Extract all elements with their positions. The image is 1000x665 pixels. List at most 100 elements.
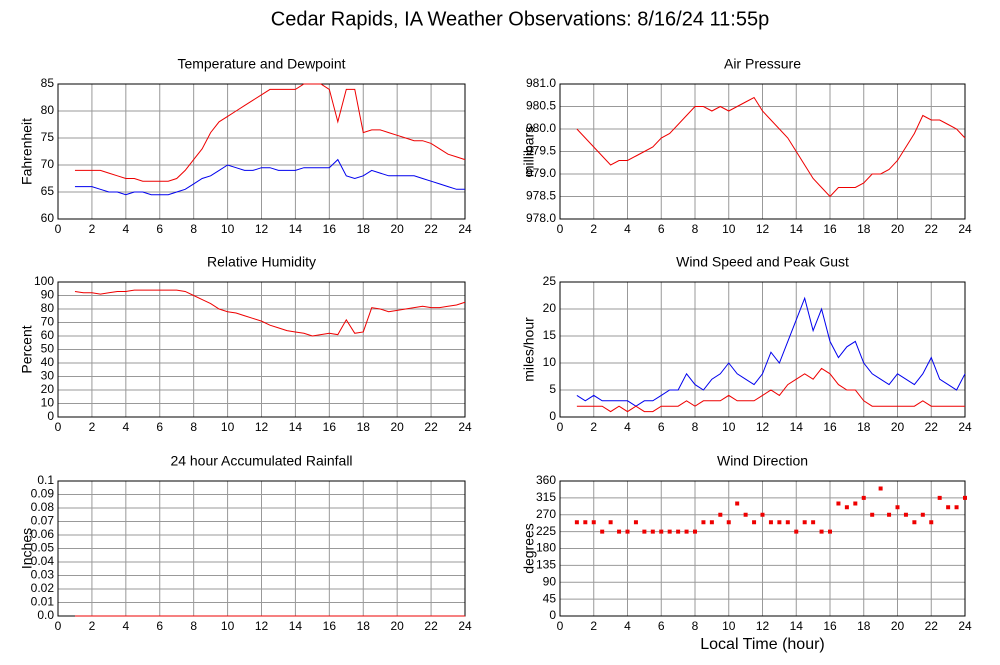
- panel-title: Air Pressure: [724, 56, 801, 72]
- y-tick-label: 0.1: [37, 473, 54, 487]
- x-tick-label: 22: [424, 420, 438, 434]
- x-tick-label: 18: [357, 420, 371, 434]
- y-tick-label: 75: [41, 130, 55, 144]
- x-tick-label: 0: [55, 420, 62, 434]
- data-point: [752, 520, 757, 525]
- plot-frame: [559, 83, 966, 220]
- data-point: [726, 520, 731, 525]
- data-point: [878, 486, 883, 491]
- x-tick-label: 16: [823, 420, 837, 434]
- x-tick-label: 16: [823, 619, 837, 633]
- data-point: [735, 501, 740, 506]
- x-tick-label: 4: [122, 619, 129, 633]
- data-point: [701, 520, 706, 525]
- y-tick-label: 180: [536, 541, 556, 555]
- data-line: [74, 83, 466, 182]
- x-tick-label: 6: [156, 222, 163, 236]
- y-tick-label: 981.0: [526, 76, 556, 90]
- data-point: [709, 520, 714, 525]
- data-point: [912, 520, 917, 525]
- x-tick-label: 12: [255, 619, 269, 633]
- data-point: [844, 505, 849, 510]
- x-tick-label: 8: [190, 619, 197, 633]
- x-tick-label: 20: [891, 619, 905, 633]
- y-axis-label: Percent: [19, 325, 35, 373]
- x-tick-label: 14: [289, 222, 303, 236]
- x-tick-label: 20: [891, 420, 905, 434]
- x-tick-label: 24: [958, 619, 972, 633]
- data-line: [74, 289, 466, 337]
- y-tick-label: 315: [536, 490, 556, 504]
- x-tick-label: 10: [221, 222, 235, 236]
- data-point: [828, 529, 832, 534]
- data-point: [583, 520, 588, 525]
- x-tick-label: 22: [925, 420, 939, 434]
- data-point: [650, 529, 655, 534]
- data-point: [574, 520, 579, 525]
- y-tick-label: 90: [41, 288, 55, 302]
- x-tick-label: 6: [156, 420, 163, 434]
- x-axis-label: Local Time (hour): [700, 636, 825, 653]
- data-point: [659, 529, 664, 534]
- data-point: [954, 505, 959, 510]
- data-point: [591, 520, 596, 525]
- plot-frame: [559, 480, 966, 617]
- data-point: [676, 529, 681, 534]
- x-tick-label: 10: [221, 619, 235, 633]
- y-tick-label: 0.03: [31, 568, 55, 582]
- y-tick-label: 0.04: [31, 554, 55, 568]
- x-tick-label: 16: [323, 222, 337, 236]
- x-tick-label: 20: [390, 619, 404, 633]
- plot-frame: [57, 281, 466, 418]
- x-tick-label: 4: [624, 420, 631, 434]
- y-tick-label: 0.06: [31, 527, 55, 541]
- x-tick-label: 18: [857, 420, 871, 434]
- x-tick-label: 6: [156, 619, 163, 633]
- x-tick-label: 22: [925, 222, 939, 236]
- x-tick-label: 8: [692, 222, 699, 236]
- y-axis-label: miles/hour: [521, 317, 537, 382]
- panel-title: Wind Speed and Peak Gust: [676, 254, 849, 270]
- data-point: [718, 512, 723, 517]
- y-tick-label: 40: [41, 355, 55, 369]
- data-point: [811, 520, 816, 525]
- y-tick-label: 80: [41, 301, 55, 315]
- y-tick-label: 20: [543, 301, 557, 315]
- y-tick-label: 90: [543, 574, 557, 588]
- x-tick-label: 12: [756, 619, 770, 633]
- x-tick-label: 24: [458, 619, 472, 633]
- y-tick-label: 980.5: [526, 99, 556, 113]
- y-axis-label: Fahrenheit: [19, 118, 35, 185]
- y-tick-label: 65: [41, 184, 55, 198]
- data-point: [887, 512, 892, 517]
- data-point: [760, 512, 765, 517]
- data-point: [684, 529, 689, 534]
- x-tick-label: 8: [190, 420, 197, 434]
- x-tick-label: 24: [958, 420, 972, 434]
- data-line: [74, 158, 465, 196]
- y-tick-label: 0.01: [31, 595, 55, 609]
- data-point: [861, 495, 866, 500]
- y-tick-label: 85: [41, 76, 55, 90]
- x-tick-label: 4: [122, 222, 129, 236]
- data-point: [819, 529, 824, 534]
- plot-frame: [57, 83, 466, 220]
- plot-frame: [559, 281, 966, 418]
- y-tick-label: 0: [549, 409, 556, 423]
- y-tick-label: 80: [41, 103, 55, 117]
- y-tick-label: 978.0: [526, 211, 556, 225]
- x-tick-label: 2: [590, 619, 597, 633]
- y-tick-label: 270: [536, 507, 556, 521]
- y-tick-label: 979.0: [526, 166, 556, 180]
- x-tick-label: 2: [590, 420, 597, 434]
- x-tick-label: 8: [692, 420, 699, 434]
- y-tick-label: 50: [41, 342, 55, 356]
- data-point: [946, 505, 951, 510]
- data-point: [617, 529, 622, 534]
- y-tick-label: 30: [41, 369, 55, 383]
- x-tick-label: 0: [557, 222, 564, 236]
- x-tick-label: 12: [756, 222, 770, 236]
- x-tick-label: 6: [658, 619, 665, 633]
- data-point: [777, 520, 782, 525]
- data-point: [667, 529, 672, 534]
